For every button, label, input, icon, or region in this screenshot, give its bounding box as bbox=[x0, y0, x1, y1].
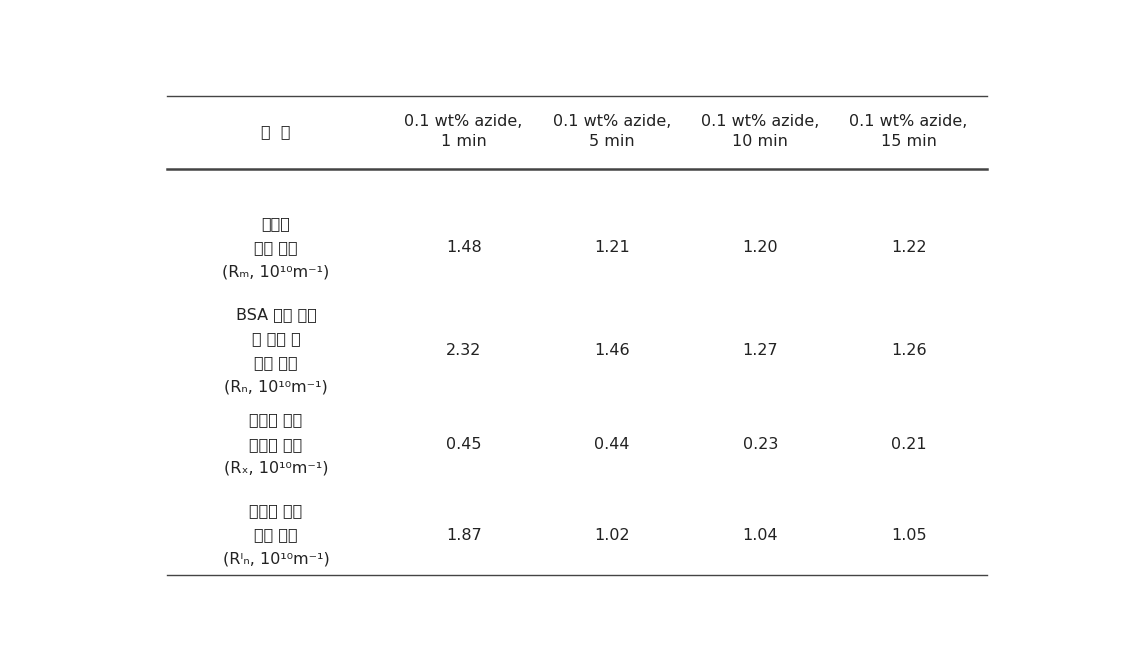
Text: 1 min: 1 min bbox=[440, 134, 486, 149]
Text: 케익층 저항: 케익층 저항 bbox=[249, 437, 303, 452]
Text: 15 min: 15 min bbox=[881, 134, 937, 149]
Text: BSA 용액 투과: BSA 용액 투과 bbox=[235, 307, 316, 322]
Text: 1.02: 1.02 bbox=[595, 527, 629, 542]
Text: (Rₓ, 10¹⁰m⁻¹): (Rₓ, 10¹⁰m⁻¹) bbox=[224, 461, 329, 476]
Text: (Rᴵₙ, 10¹⁰m⁻¹): (Rᴵₙ, 10¹⁰m⁻¹) bbox=[223, 552, 330, 567]
Text: 1.21: 1.21 bbox=[595, 240, 629, 255]
Text: 1.04: 1.04 bbox=[742, 527, 778, 542]
Text: 10 min: 10 min bbox=[732, 134, 788, 149]
Text: 0.45: 0.45 bbox=[446, 437, 482, 452]
Text: 분리막: 분리막 bbox=[261, 216, 291, 231]
Text: 0.23: 0.23 bbox=[743, 437, 778, 452]
Text: 1.46: 1.46 bbox=[595, 343, 629, 358]
Text: 2.32: 2.32 bbox=[446, 343, 481, 358]
Text: 0.1 wt% azide,: 0.1 wt% azide, bbox=[701, 114, 820, 129]
Text: 분리막 표면: 분리막 표면 bbox=[249, 413, 303, 428]
Text: 1.20: 1.20 bbox=[742, 240, 778, 255]
Text: 고유 저항: 고유 저항 bbox=[254, 240, 297, 255]
Text: 5 min: 5 min bbox=[589, 134, 635, 149]
Text: 시 전체 막: 시 전체 막 bbox=[251, 331, 301, 346]
Text: 0.44: 0.44 bbox=[595, 437, 629, 452]
Text: 오염 저항: 오염 저항 bbox=[254, 527, 297, 542]
Text: 1.48: 1.48 bbox=[446, 240, 482, 255]
Text: 1.22: 1.22 bbox=[891, 240, 927, 255]
Text: (Rₘ, 10¹⁰m⁻¹): (Rₘ, 10¹⁰m⁻¹) bbox=[223, 264, 330, 279]
Text: 구  분: 구 분 bbox=[261, 124, 291, 139]
Text: 1.87: 1.87 bbox=[446, 527, 482, 542]
Text: 1.05: 1.05 bbox=[891, 527, 927, 542]
Text: 1.26: 1.26 bbox=[891, 343, 927, 358]
Text: 0.21: 0.21 bbox=[891, 437, 927, 452]
Text: 분리막 내부: 분리막 내부 bbox=[249, 503, 303, 518]
Text: 0.1 wt% azide,: 0.1 wt% azide, bbox=[553, 114, 671, 129]
Text: 1.27: 1.27 bbox=[742, 343, 778, 358]
Text: 오염 저항: 오염 저항 bbox=[254, 356, 297, 371]
Text: (Rₙ, 10¹⁰m⁻¹): (Rₙ, 10¹⁰m⁻¹) bbox=[224, 380, 328, 395]
Text: 0.1 wt% azide,: 0.1 wt% azide, bbox=[849, 114, 968, 129]
Text: 0.1 wt% azide,: 0.1 wt% azide, bbox=[404, 114, 522, 129]
